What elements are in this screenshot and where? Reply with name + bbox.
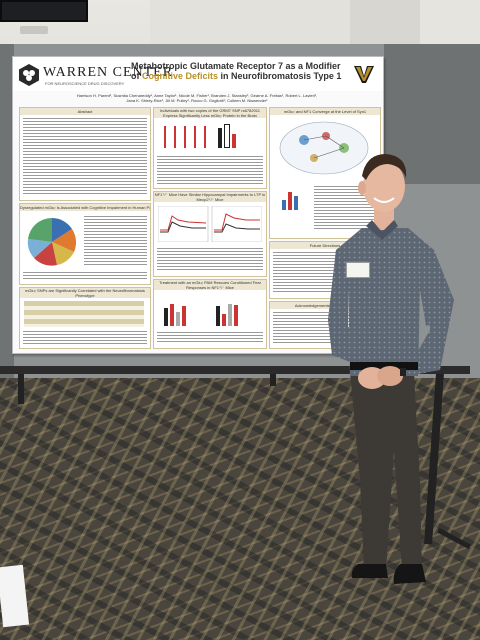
- bar-chart-figure: [216, 300, 238, 326]
- section-heading: mGlu₇ SNPs are Significantly Correlated …: [20, 288, 150, 298]
- section-heading: NF1⁺/⁻ Mice Have Similar Hippocampal Imp…: [154, 192, 266, 202]
- board-leg: [270, 374, 276, 386]
- pathway-diagram: [279, 121, 369, 175]
- abstract-text: [23, 118, 147, 196]
- poster-board-rail: [0, 366, 470, 374]
- board-leg: [18, 374, 24, 404]
- section-heading: Abstract: [20, 108, 150, 115]
- caption-text: [157, 332, 263, 344]
- western-blot-figure: [160, 126, 210, 148]
- presenter-person: [328, 154, 454, 584]
- poster-title: Metabotropic Glutamate Receptor 7 as a M…: [131, 61, 351, 81]
- abstract-section: Abstract: [19, 107, 151, 201]
- section-heading: Treatment with an mGlu₇ PAM Rescues Cond…: [154, 280, 266, 290]
- human-population-section: Dysregulated mGlu₇ is Associated with Co…: [19, 203, 151, 285]
- poster-authors: Harrison H. Parent¹, Susmita Chenareddy¹…: [76, 93, 318, 103]
- nf1-mice-section: NF1⁺/⁻ Mice Have Similar Hippocampal Imp…: [153, 191, 267, 277]
- org-subtitle: FOR NEUROSCIENCE DRUG DISCOVERY: [45, 81, 125, 86]
- bar-chart-figure: [164, 300, 186, 326]
- org-name: WARREN CENTER: [43, 65, 174, 80]
- name-badge: [346, 262, 370, 278]
- caption-text: [157, 248, 263, 272]
- section-heading: Individuals with two copies of the GRM7 …: [154, 108, 266, 118]
- vanderbilt-v-logo-icon: [354, 66, 374, 83]
- pie-chart-figure: [27, 217, 77, 266]
- poster-title-line2: of Cognitive Deficits in Neurofibromatos…: [131, 71, 342, 81]
- poster-header: [13, 57, 383, 91]
- treatment-section: Treatment with an mGlu₇ PAM Rescues Cond…: [153, 279, 267, 349]
- section-heading: Dysregulated mGlu₇ is Associated with Co…: [20, 204, 150, 211]
- grm7-copies-section: Individuals with two copies of the GRM7 …: [153, 107, 267, 189]
- poster-title-line1: Metabotropic Glutamate Receptor 7 as a M…: [131, 61, 341, 71]
- bar-chart-figure: [282, 188, 298, 210]
- caption-text: [23, 272, 147, 281]
- ltp-trace-figure: [158, 206, 262, 242]
- bar-chart-figure: [218, 124, 236, 148]
- wall-fixture: [20, 26, 48, 34]
- section-heading: mGlu₇ and NF1 Converge at the Level of S…: [270, 108, 380, 115]
- poster-board-edge: [0, 44, 14, 378]
- snp-section: mGlu₇ SNPs are Significantly Correlated …: [19, 287, 151, 349]
- warren-center-logo-icon: [19, 64, 39, 86]
- caption-text: [157, 156, 263, 184]
- legend-text: [84, 216, 147, 266]
- caption-text: [23, 331, 147, 344]
- wall-monitor: [0, 0, 88, 22]
- snp-table: [24, 301, 144, 327]
- section-heading: Future Directions: [270, 242, 380, 249]
- section-heading: Acknowledgements & Disclosures: [270, 302, 380, 309]
